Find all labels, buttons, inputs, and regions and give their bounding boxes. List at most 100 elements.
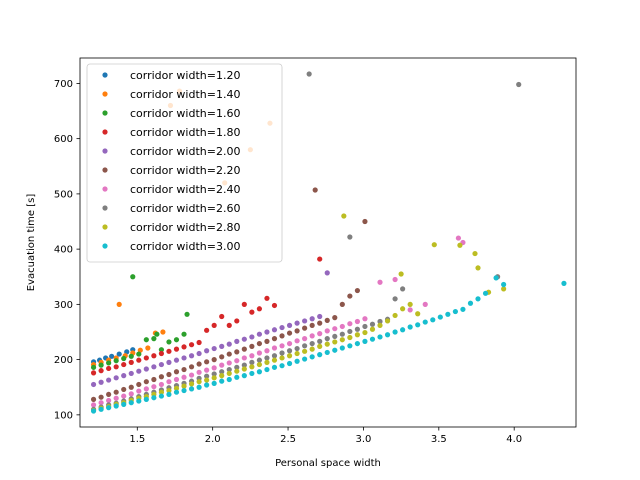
data-point bbox=[482, 290, 489, 296]
data-point bbox=[347, 293, 353, 299]
data-point bbox=[332, 333, 338, 340]
data-point bbox=[279, 333, 285, 339]
data-point bbox=[128, 391, 134, 397]
legend: corridor width=1.20 corridor width=1.40 co… bbox=[86, 63, 283, 263]
data-point bbox=[460, 306, 466, 312]
data-point bbox=[98, 400, 104, 406]
data-point bbox=[166, 379, 172, 385]
data-point bbox=[377, 279, 383, 285]
data-point bbox=[392, 276, 398, 283]
data-point bbox=[234, 358, 240, 364]
axis-ticks: 1.5 2.0 2.5 3.0 3.5 4.0 100 200 300 400 500 600 700 bbox=[54, 79, 522, 445]
data-point bbox=[166, 387, 172, 394]
legend-label: corridor width=3.00 bbox=[130, 240, 240, 253]
data-point bbox=[256, 369, 263, 375]
data-point bbox=[392, 312, 398, 319]
data-point bbox=[196, 369, 202, 375]
data-point bbox=[407, 301, 413, 307]
data-point bbox=[339, 323, 345, 330]
data-point bbox=[211, 357, 217, 363]
data-point bbox=[286, 322, 293, 328]
data-point bbox=[369, 336, 376, 342]
data-point bbox=[377, 318, 383, 325]
data-point bbox=[362, 323, 368, 330]
data-point bbox=[271, 353, 278, 359]
data-point bbox=[106, 377, 112, 383]
data-point bbox=[362, 316, 368, 322]
data-point bbox=[430, 317, 436, 323]
legend-item: corridor width=2.40 bbox=[102, 183, 240, 196]
legend-marker bbox=[102, 205, 108, 211]
data-point bbox=[219, 354, 225, 360]
data-point bbox=[151, 395, 157, 401]
data-point bbox=[264, 348, 270, 354]
data-point bbox=[339, 331, 345, 337]
x-tick-label: 2.0 bbox=[205, 434, 221, 445]
data-point bbox=[407, 307, 413, 313]
data-point bbox=[422, 301, 428, 307]
data-point bbox=[249, 370, 255, 377]
data-point bbox=[158, 361, 165, 368]
data-point bbox=[173, 376, 180, 383]
data-point bbox=[339, 345, 345, 351]
data-point bbox=[188, 386, 195, 392]
data-point bbox=[151, 336, 157, 342]
data-point bbox=[457, 242, 463, 248]
data-point bbox=[90, 402, 97, 408]
legend-label: corridor width=1.40 bbox=[130, 88, 240, 101]
data-point bbox=[392, 329, 398, 335]
data-point bbox=[437, 314, 443, 320]
data-point bbox=[362, 329, 368, 336]
data-point bbox=[226, 341, 232, 347]
data-point bbox=[286, 353, 293, 359]
data-point bbox=[128, 353, 134, 359]
data-point bbox=[98, 362, 104, 368]
data-point bbox=[136, 381, 142, 388]
data-point bbox=[472, 250, 478, 257]
data-point bbox=[188, 381, 195, 387]
data-point bbox=[158, 389, 165, 395]
data-point bbox=[234, 368, 240, 374]
data-point bbox=[116, 351, 122, 357]
data-point bbox=[324, 328, 330, 334]
data-point bbox=[347, 334, 353, 341]
data-point bbox=[493, 275, 499, 281]
data-point bbox=[271, 302, 278, 309]
data-point bbox=[158, 393, 165, 399]
data-point bbox=[181, 387, 187, 394]
data-point bbox=[90, 396, 97, 402]
data-point bbox=[143, 355, 149, 361]
data-point bbox=[90, 381, 97, 388]
data-point bbox=[455, 235, 462, 241]
series-5 bbox=[90, 270, 330, 388]
y-tick-label: 400 bbox=[54, 245, 73, 256]
data-point bbox=[312, 187, 318, 193]
data-point bbox=[226, 322, 232, 328]
data-point bbox=[561, 280, 567, 286]
data-point bbox=[271, 336, 278, 342]
data-point bbox=[90, 364, 97, 370]
data-point bbox=[219, 369, 225, 375]
legend-item: corridor width=3.00 bbox=[102, 240, 240, 253]
legend-marker bbox=[102, 224, 108, 230]
data-point bbox=[181, 383, 187, 389]
data-point bbox=[151, 364, 157, 370]
data-point bbox=[143, 386, 149, 392]
data-point bbox=[309, 346, 315, 352]
data-point bbox=[452, 308, 458, 315]
y-tick-label: 100 bbox=[54, 410, 73, 421]
data-point bbox=[226, 370, 232, 377]
data-point bbox=[173, 389, 180, 395]
data-point bbox=[347, 234, 353, 240]
legend-marker bbox=[102, 110, 108, 116]
data-points bbox=[90, 71, 567, 414]
data-point bbox=[294, 350, 300, 357]
data-point bbox=[181, 374, 187, 380]
data-point bbox=[271, 327, 278, 333]
data-point bbox=[204, 382, 210, 388]
data-point bbox=[302, 325, 308, 331]
series-1 bbox=[90, 347, 136, 365]
data-point bbox=[113, 403, 119, 409]
data-point bbox=[241, 355, 247, 361]
